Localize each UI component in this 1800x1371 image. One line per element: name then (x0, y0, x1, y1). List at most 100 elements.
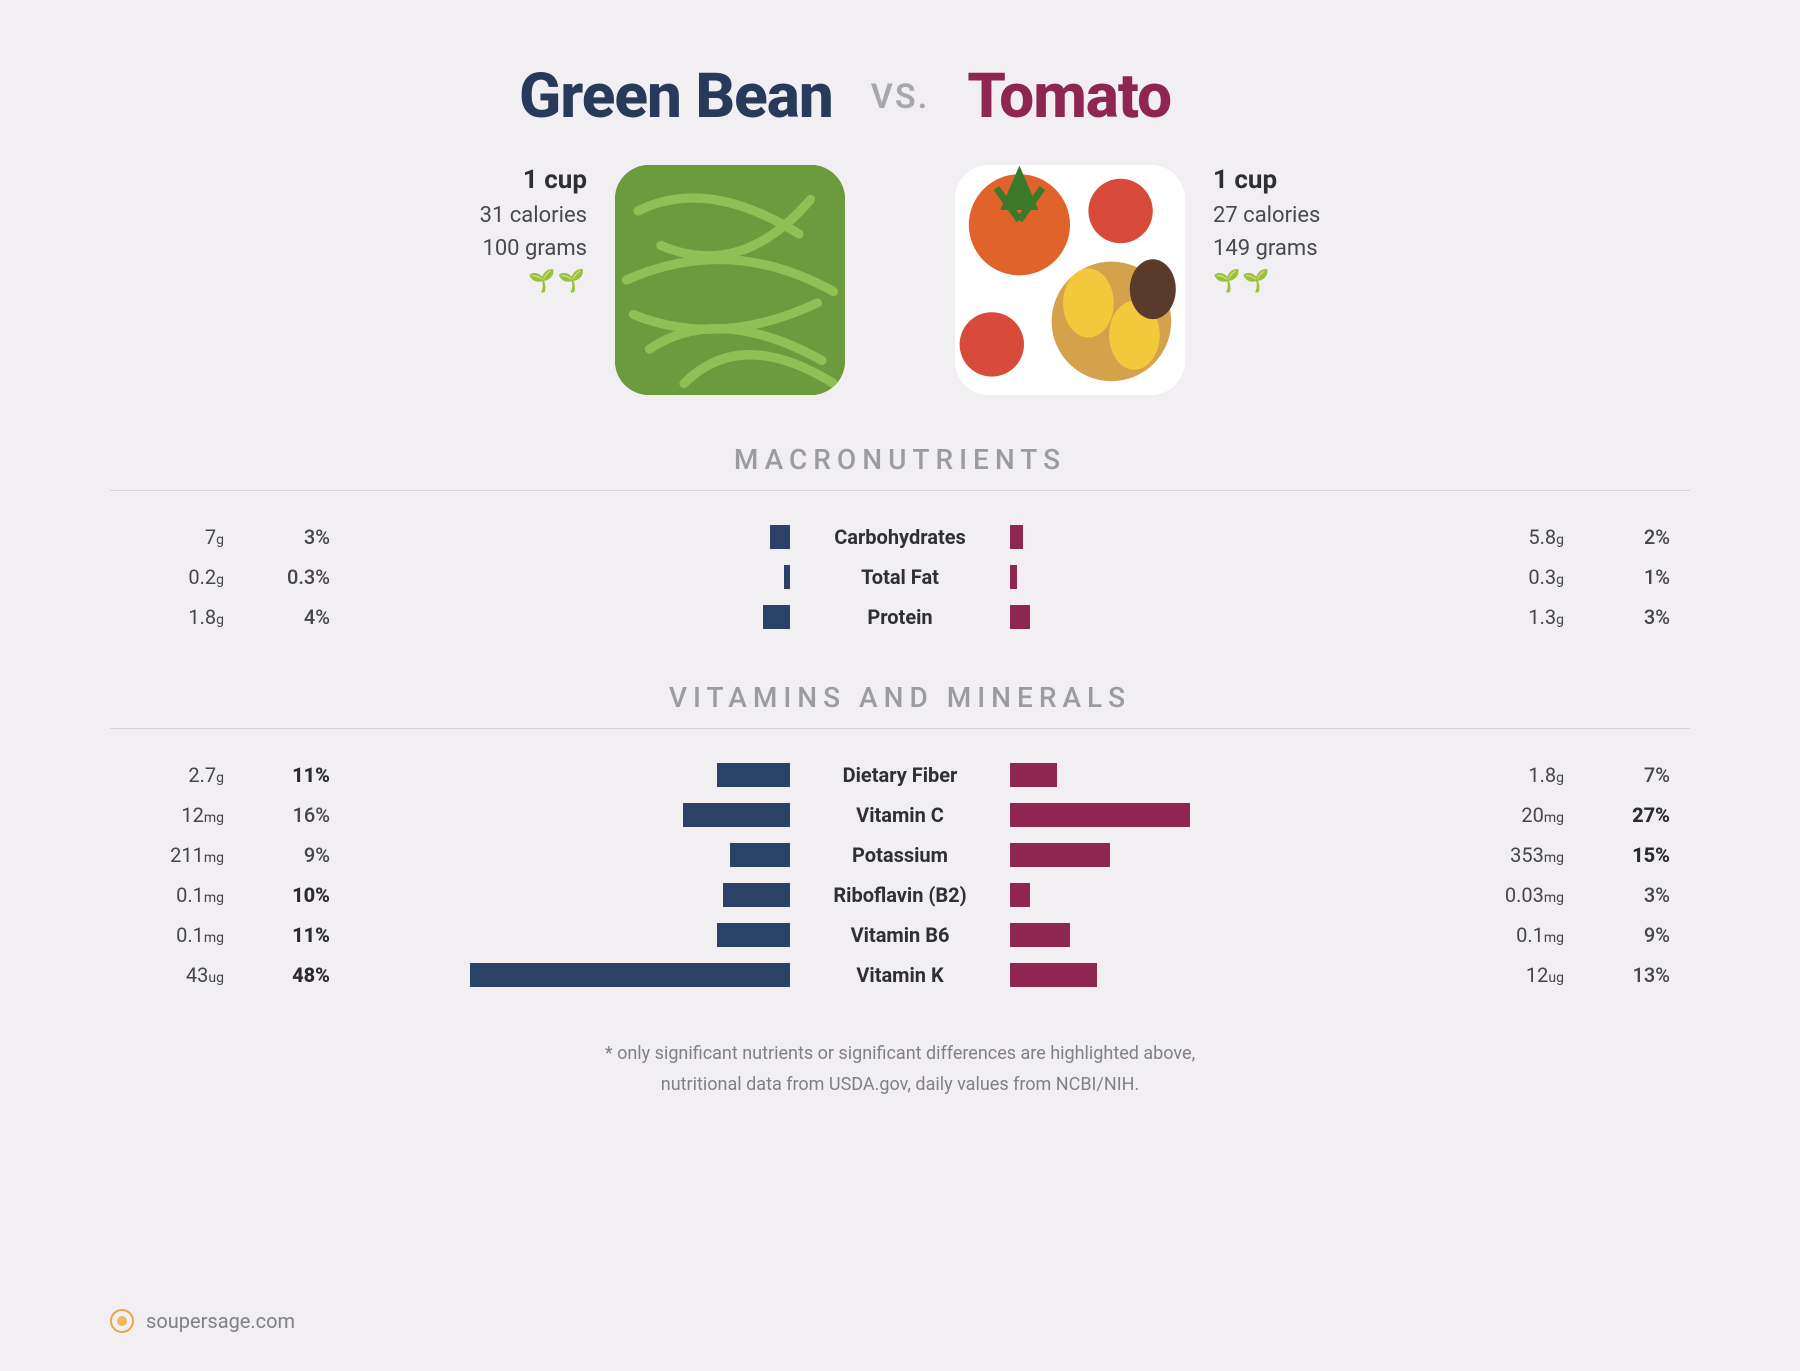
right-bar-wrap (1010, 755, 1450, 795)
left-amount: 211mg (110, 843, 240, 867)
left-percent: 10% (240, 883, 350, 907)
right-amount: 1.8g (1450, 763, 1580, 787)
nutrient-name: Potassium (790, 843, 1010, 867)
right-bar-wrap (1010, 557, 1450, 597)
divider (110, 490, 1690, 491)
right-bar-wrap (1010, 835, 1450, 875)
footnote-line: nutritional data from USDA.gov, daily va… (110, 1070, 1690, 1101)
right-bar (1010, 565, 1017, 589)
right-bar-wrap (1010, 915, 1450, 955)
nutrient-row: 7g3%Carbohydrates5.8g2% (110, 517, 1690, 557)
right-amount: 0.3g (1450, 565, 1580, 589)
right-bar (1010, 803, 1190, 827)
right-percent: 2% (1580, 525, 1690, 549)
right-food-image (955, 165, 1185, 395)
left-bar (763, 605, 790, 629)
nutrient-row: 12mg16%Vitamin C20mg27% (110, 795, 1690, 835)
right-percent: 13% (1580, 963, 1690, 987)
vitamins-section: VITAMINS AND MINERALS 2.7g11% Dietary Fib… (110, 681, 1690, 995)
left-amount: 2.7g (110, 763, 240, 787)
right-amount: 1.3g (1450, 605, 1580, 629)
right-bar (1010, 963, 1097, 987)
left-amount: 0.2g (110, 565, 240, 589)
left-serving: 1 cup (523, 165, 587, 195)
nutrient-name: Protein (790, 605, 1010, 629)
right-amount: 20mg (1450, 803, 1580, 827)
right-percent: 3% (1580, 883, 1690, 907)
right-bar-wrap (1010, 875, 1450, 915)
left-bar (683, 803, 790, 827)
nutrient-name: Dietary Fiber (790, 763, 1010, 787)
right-bar (1010, 525, 1023, 549)
left-bar (717, 763, 790, 787)
left-bar-wrap (350, 597, 790, 637)
footnote: * only significant nutrients or signific… (110, 1039, 1690, 1100)
macros-section: MACRONUTRIENTS 7g3%Carbohydrates5.8g2%0.… (110, 443, 1690, 637)
left-amount: 0.1mg (110, 923, 240, 947)
summary-row: 1 cup 31 calories 100 grams 🌱🌱 (110, 165, 1690, 395)
nutrient-row: 43ug48%Vitamin K12ug13% (110, 955, 1690, 995)
nutrient-name: Carbohydrates (790, 525, 1010, 549)
right-bar (1010, 923, 1070, 947)
right-food-title: Tomato (967, 60, 1690, 133)
left-food-title: Green Bean (110, 60, 833, 133)
right-bar-wrap (1010, 955, 1450, 995)
right-bar (1010, 763, 1057, 787)
footnote-line: * only significant nutrients or signific… (110, 1039, 1690, 1070)
left-percent: 48% (240, 963, 350, 987)
left-amount: 0.1mg (110, 883, 240, 907)
right-percent: 3% (1580, 605, 1690, 629)
left-percent: 11% (240, 763, 350, 787)
sprout-icon: 🌱🌱 (528, 269, 587, 294)
vitamins-rows: 2.7g11% Dietary Fiber 1.8g7% 12mg16%Vitamin… (110, 755, 1690, 995)
left-amount: 7g (110, 525, 240, 549)
right-bar (1010, 605, 1030, 629)
right-serving: 1 cup (1213, 165, 1277, 195)
left-bar (470, 963, 790, 987)
right-summary: 1 cup 27 calories 149 grams 🌱🌱 (955, 165, 1373, 395)
nutrient-row: 1.8g4%Protein1.3g3% (110, 597, 1690, 637)
right-bar-wrap (1010, 597, 1450, 637)
right-amount: 0.03mg (1450, 883, 1580, 907)
nutrient-row: 2.7g11% Dietary Fiber 1.8g7% (110, 755, 1690, 795)
right-amount: 0.1mg (1450, 923, 1580, 947)
nutrient-row: 211mg9% Potassium 353mg15% (110, 835, 1690, 875)
nutrient-row: 0.1mg10% Riboflavin (B2) 0.03mg3% (110, 875, 1690, 915)
left-food-image (615, 165, 845, 395)
left-summary-text: 1 cup 31 calories 100 grams 🌱🌱 (427, 165, 587, 294)
logo-icon (110, 1309, 134, 1333)
vitamins-title: VITAMINS AND MINERALS (110, 681, 1690, 714)
macros-rows: 7g3%Carbohydrates5.8g2%0.2g0.3%Total Fat… (110, 517, 1690, 637)
left-percent: 3% (240, 525, 350, 549)
left-amount: 12mg (110, 803, 240, 827)
left-bar-wrap (350, 557, 790, 597)
divider (110, 728, 1690, 729)
right-amount: 353mg (1450, 843, 1580, 867)
nutrient-name: Riboflavin (B2) (790, 883, 1010, 907)
right-grams: 149 grams (1213, 236, 1318, 261)
nutrient-row: 0.1mg11%Vitamin B60.1mg9% (110, 915, 1690, 955)
left-bar-wrap (350, 795, 790, 835)
left-bar-wrap (350, 517, 790, 557)
left-bar-wrap (350, 955, 790, 995)
left-percent: 4% (240, 605, 350, 629)
right-bar (1010, 843, 1110, 867)
comparison-header: Green Bean VS. Tomato (110, 60, 1690, 133)
right-percent: 7% (1580, 763, 1690, 787)
left-bar (723, 883, 790, 907)
left-bar-wrap (350, 755, 790, 795)
right-percent: 27% (1580, 803, 1690, 827)
left-percent: 0.3% (240, 565, 350, 589)
right-summary-text: 1 cup 27 calories 149 grams 🌱🌱 (1213, 165, 1373, 294)
nutrient-name: Total Fat (790, 565, 1010, 589)
right-percent: 15% (1580, 843, 1690, 867)
left-percent: 9% (240, 843, 350, 867)
left-amount: 43ug (110, 963, 240, 987)
nutrient-name: Vitamin K (790, 963, 1010, 987)
vs-label: VS. (871, 77, 930, 117)
right-bar-wrap (1010, 795, 1450, 835)
nutrient-row: 0.2g0.3%Total Fat0.3g1% (110, 557, 1690, 597)
left-bar (770, 525, 790, 549)
left-grams: 100 grams (482, 236, 587, 261)
sprout-icon: 🌱🌱 (1213, 269, 1272, 294)
